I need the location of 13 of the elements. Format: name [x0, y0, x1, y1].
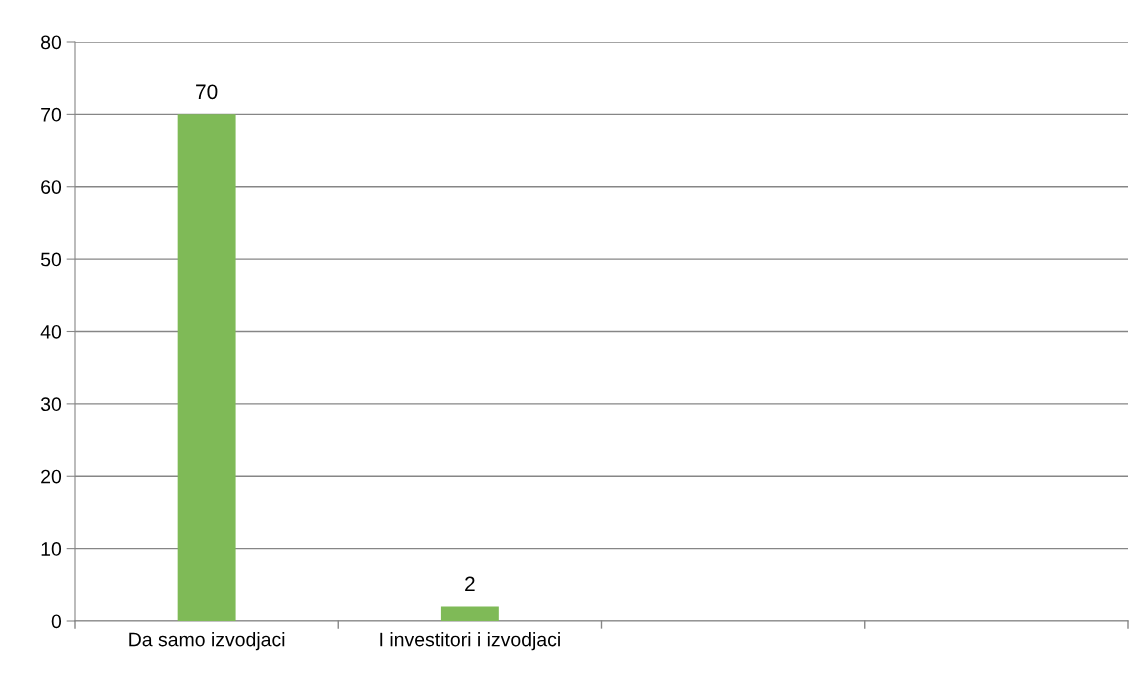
y-tick-label: 50 — [40, 252, 62, 267]
y-tick-label: 80 — [41, 35, 62, 50]
y-tick-label: 30 — [40, 397, 62, 412]
y-tick-label: 70 — [41, 107, 62, 122]
y-tick-label: 10 — [41, 542, 62, 556]
y-tick-label: 40 — [40, 324, 62, 339]
data-label: 70 — [196, 84, 218, 100]
x-tick-label: I investitori i izvodjaci — [380, 632, 560, 651]
y-tick-label: 0 — [51, 614, 62, 629]
y-tick-label: 60 — [41, 180, 62, 194]
y-tick-label: 20 — [41, 469, 62, 484]
x-tick-label: Da samo izvodjaci — [129, 632, 285, 651]
data-label: 2 — [465, 576, 475, 592]
